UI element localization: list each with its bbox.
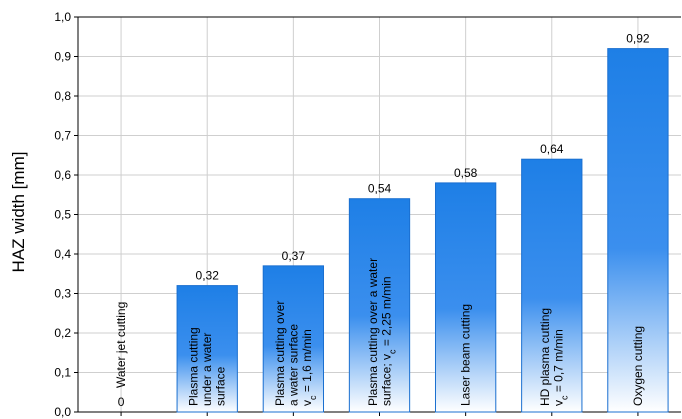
category-label-line: Laser beam cutting [459,304,473,406]
y-tick-label: 0,2 [54,326,71,340]
y-axis-label: HAZ width [mm] [9,152,28,273]
category-label-line: a water surface [286,324,300,406]
category-label: Plasma cutting over a water surface; vc =… [366,258,398,406]
category-label-line: under a water [200,333,214,406]
category-label: Plasma cutting under a water surface [187,327,228,406]
category-label-line: Plasma cutting [187,327,201,406]
bar-value-label: 0,92 [626,32,650,46]
category-label: Oxygen cutting [631,326,645,406]
y-tick-label: 0,8 [54,89,71,103]
axes: 0,0 0,1 0,2 0,3 0,4 0,5 0,6 0,7 0,8 0,9 1,0 [54,10,681,419]
category-label-line: Water jet cutting [114,302,128,388]
category-label-line: Oxygen cutting [631,326,645,406]
y-tick-label: 1,0 [54,10,71,24]
bar-value-label: 0,58 [454,166,478,180]
category-label-line: vc = 0,7 m/min [552,329,570,406]
y-tick-label: 0,7 [54,129,71,143]
bar-value-label: 0 [118,395,125,409]
label-rest: = 2,25 m/min [379,276,393,349]
label-rest: = 0,7 m/min [552,329,566,395]
category-label: HD plasma cutting vc = 0,7 m/min [538,308,570,406]
bars [176,48,669,413]
y-tick-label: 0,5 [54,208,71,222]
subscript-c: c [387,349,397,354]
category-label-line: surface; vc = 2,25 m/min [379,276,397,406]
bar [607,48,669,413]
bar [262,265,325,413]
subscript-c: c [308,395,318,400]
bar [521,158,583,413]
bar-value-label: 0,54 [368,182,392,196]
y-tick-label: 0,4 [54,247,71,261]
category-label: Plasma cutting over a water surface vc = 1… [273,301,318,406]
bar [348,198,411,413]
bar [434,182,497,413]
category-label-line: surface [214,366,228,406]
subscript-c: c [560,395,570,400]
bar [176,285,238,413]
y-tick-label: 0,0 [54,405,71,419]
category-label: Laser beam cutting [459,304,473,406]
label-rest: = 1,6 m/min [300,329,314,395]
bar-value-label: 0,64 [540,142,564,156]
bar-value-label: 0,32 [196,269,220,283]
category-label: Water jet cutting [114,302,128,388]
y-tick-label: 0,9 [54,50,71,64]
labels: 0 Water jet cutting 0,32 Plasma cutting unde… [114,32,650,409]
category-label-line: Plasma cutting over a water [366,258,380,406]
y-tick-label: 0,6 [54,168,71,182]
y-tick-label: 0,1 [54,366,71,380]
category-label-line: Plasma cutting over [273,301,287,406]
bar-value-label: 0,37 [282,249,306,263]
category-label-line: vc = 1,6 m/min [300,329,318,406]
y-tick-label: 0,3 [54,287,71,301]
category-label-line: HD plasma cutting [538,308,552,406]
